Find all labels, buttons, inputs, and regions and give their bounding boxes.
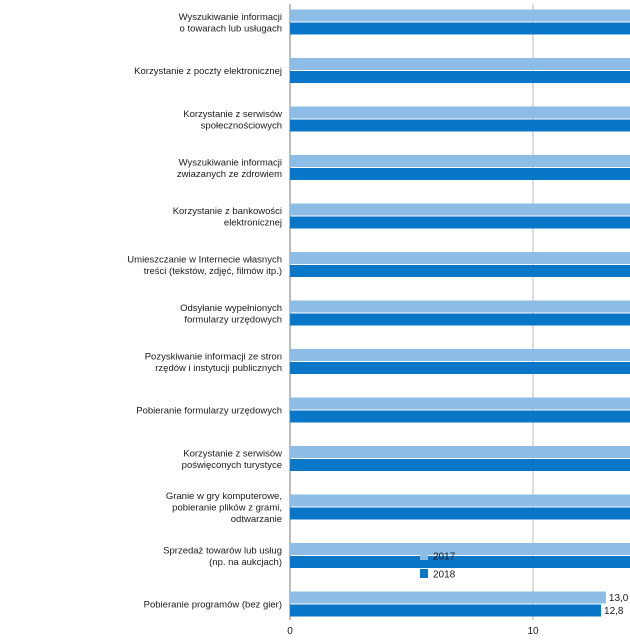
bar-2018 — [290, 216, 630, 229]
category-label: Wyszukiwanie informacji o towarach lub us… — [179, 12, 282, 35]
bar-2018 — [290, 362, 630, 374]
bar-2017 — [290, 58, 630, 70]
bar-2017 — [290, 252, 630, 264]
category-label: Granie w gry komputerowe, pobieranie plik… — [166, 491, 282, 525]
category-label: Korzystanie z serwisów społecznościowych — [183, 109, 282, 132]
legend: 2017 2018 — [420, 551, 456, 581]
category-label: Sprzedaż towarów lub usług (np. na aukcja… — [163, 545, 282, 568]
bar-2018 — [290, 119, 630, 132]
value-label-2017: 13,0 — [609, 593, 629, 604]
bar-2017 — [290, 349, 630, 361]
bar-2017 — [290, 106, 630, 119]
bar-2017 — [290, 155, 630, 167]
category-label: Wyszukiwanie informacji zwiazanych ze zdr… — [177, 157, 282, 180]
bar-2017 — [290, 300, 630, 313]
legend-swatch-2017 — [420, 551, 428, 560]
x-axis-ticks: 010203040506070% — [287, 626, 539, 637]
bar-2018 — [290, 168, 630, 180]
value-labels: 58,464,059,860,748,049,945,047,739,844,0… — [604, 593, 629, 617]
legend-label-2018: 2018 — [433, 570, 456, 581]
bar-2018 — [290, 459, 630, 471]
value-label-2018: 12,8 — [604, 606, 624, 617]
legend-label-2017: 2017 — [433, 552, 456, 563]
bar-2018 — [290, 22, 630, 35]
bar-2018 — [290, 556, 630, 568]
bar-2018 — [290, 265, 630, 277]
bar-2018 — [290, 313, 630, 326]
category-label: Korzystanie z serwisów poświęconych turys… — [182, 448, 282, 471]
x-tick-label: 0 — [287, 626, 293, 637]
category-label: Pobieranie programów (bez gier) — [144, 600, 282, 611]
bar-2017 — [290, 494, 630, 507]
category-label: Pobieranie formularzy urzędowych — [136, 406, 282, 417]
category-labels: Wyszukiwanie informacji o towarach lub us… — [127, 12, 282, 611]
bars — [290, 9, 630, 617]
bar-2017 — [290, 591, 606, 604]
bar-2018 — [290, 410, 630, 423]
category-label: Umieszczanie w Internecie własnych treści… — [127, 254, 282, 277]
bar-2018 — [290, 71, 630, 83]
x-tick-label: 10 — [527, 626, 539, 637]
bar-2017 — [290, 203, 630, 216]
category-label: Pozyskiwanie informacji ze stron rzędów i… — [145, 351, 282, 374]
legend-swatch-2018 — [420, 569, 428, 578]
bar-2018 — [290, 507, 630, 520]
category-label: Korzystanie z poczty elektronicznej — [134, 66, 282, 77]
category-label: Odsyłanie wypełnionych formularzy urzędow… — [180, 303, 282, 326]
bar-2017 — [290, 397, 630, 410]
bar-2017 — [290, 9, 630, 22]
bar-2017 — [290, 446, 630, 458]
category-label: Korzystanie z bankowości elektronicznej — [173, 206, 282, 229]
bar-2018 — [290, 604, 602, 617]
bar-2017 — [290, 543, 630, 555]
